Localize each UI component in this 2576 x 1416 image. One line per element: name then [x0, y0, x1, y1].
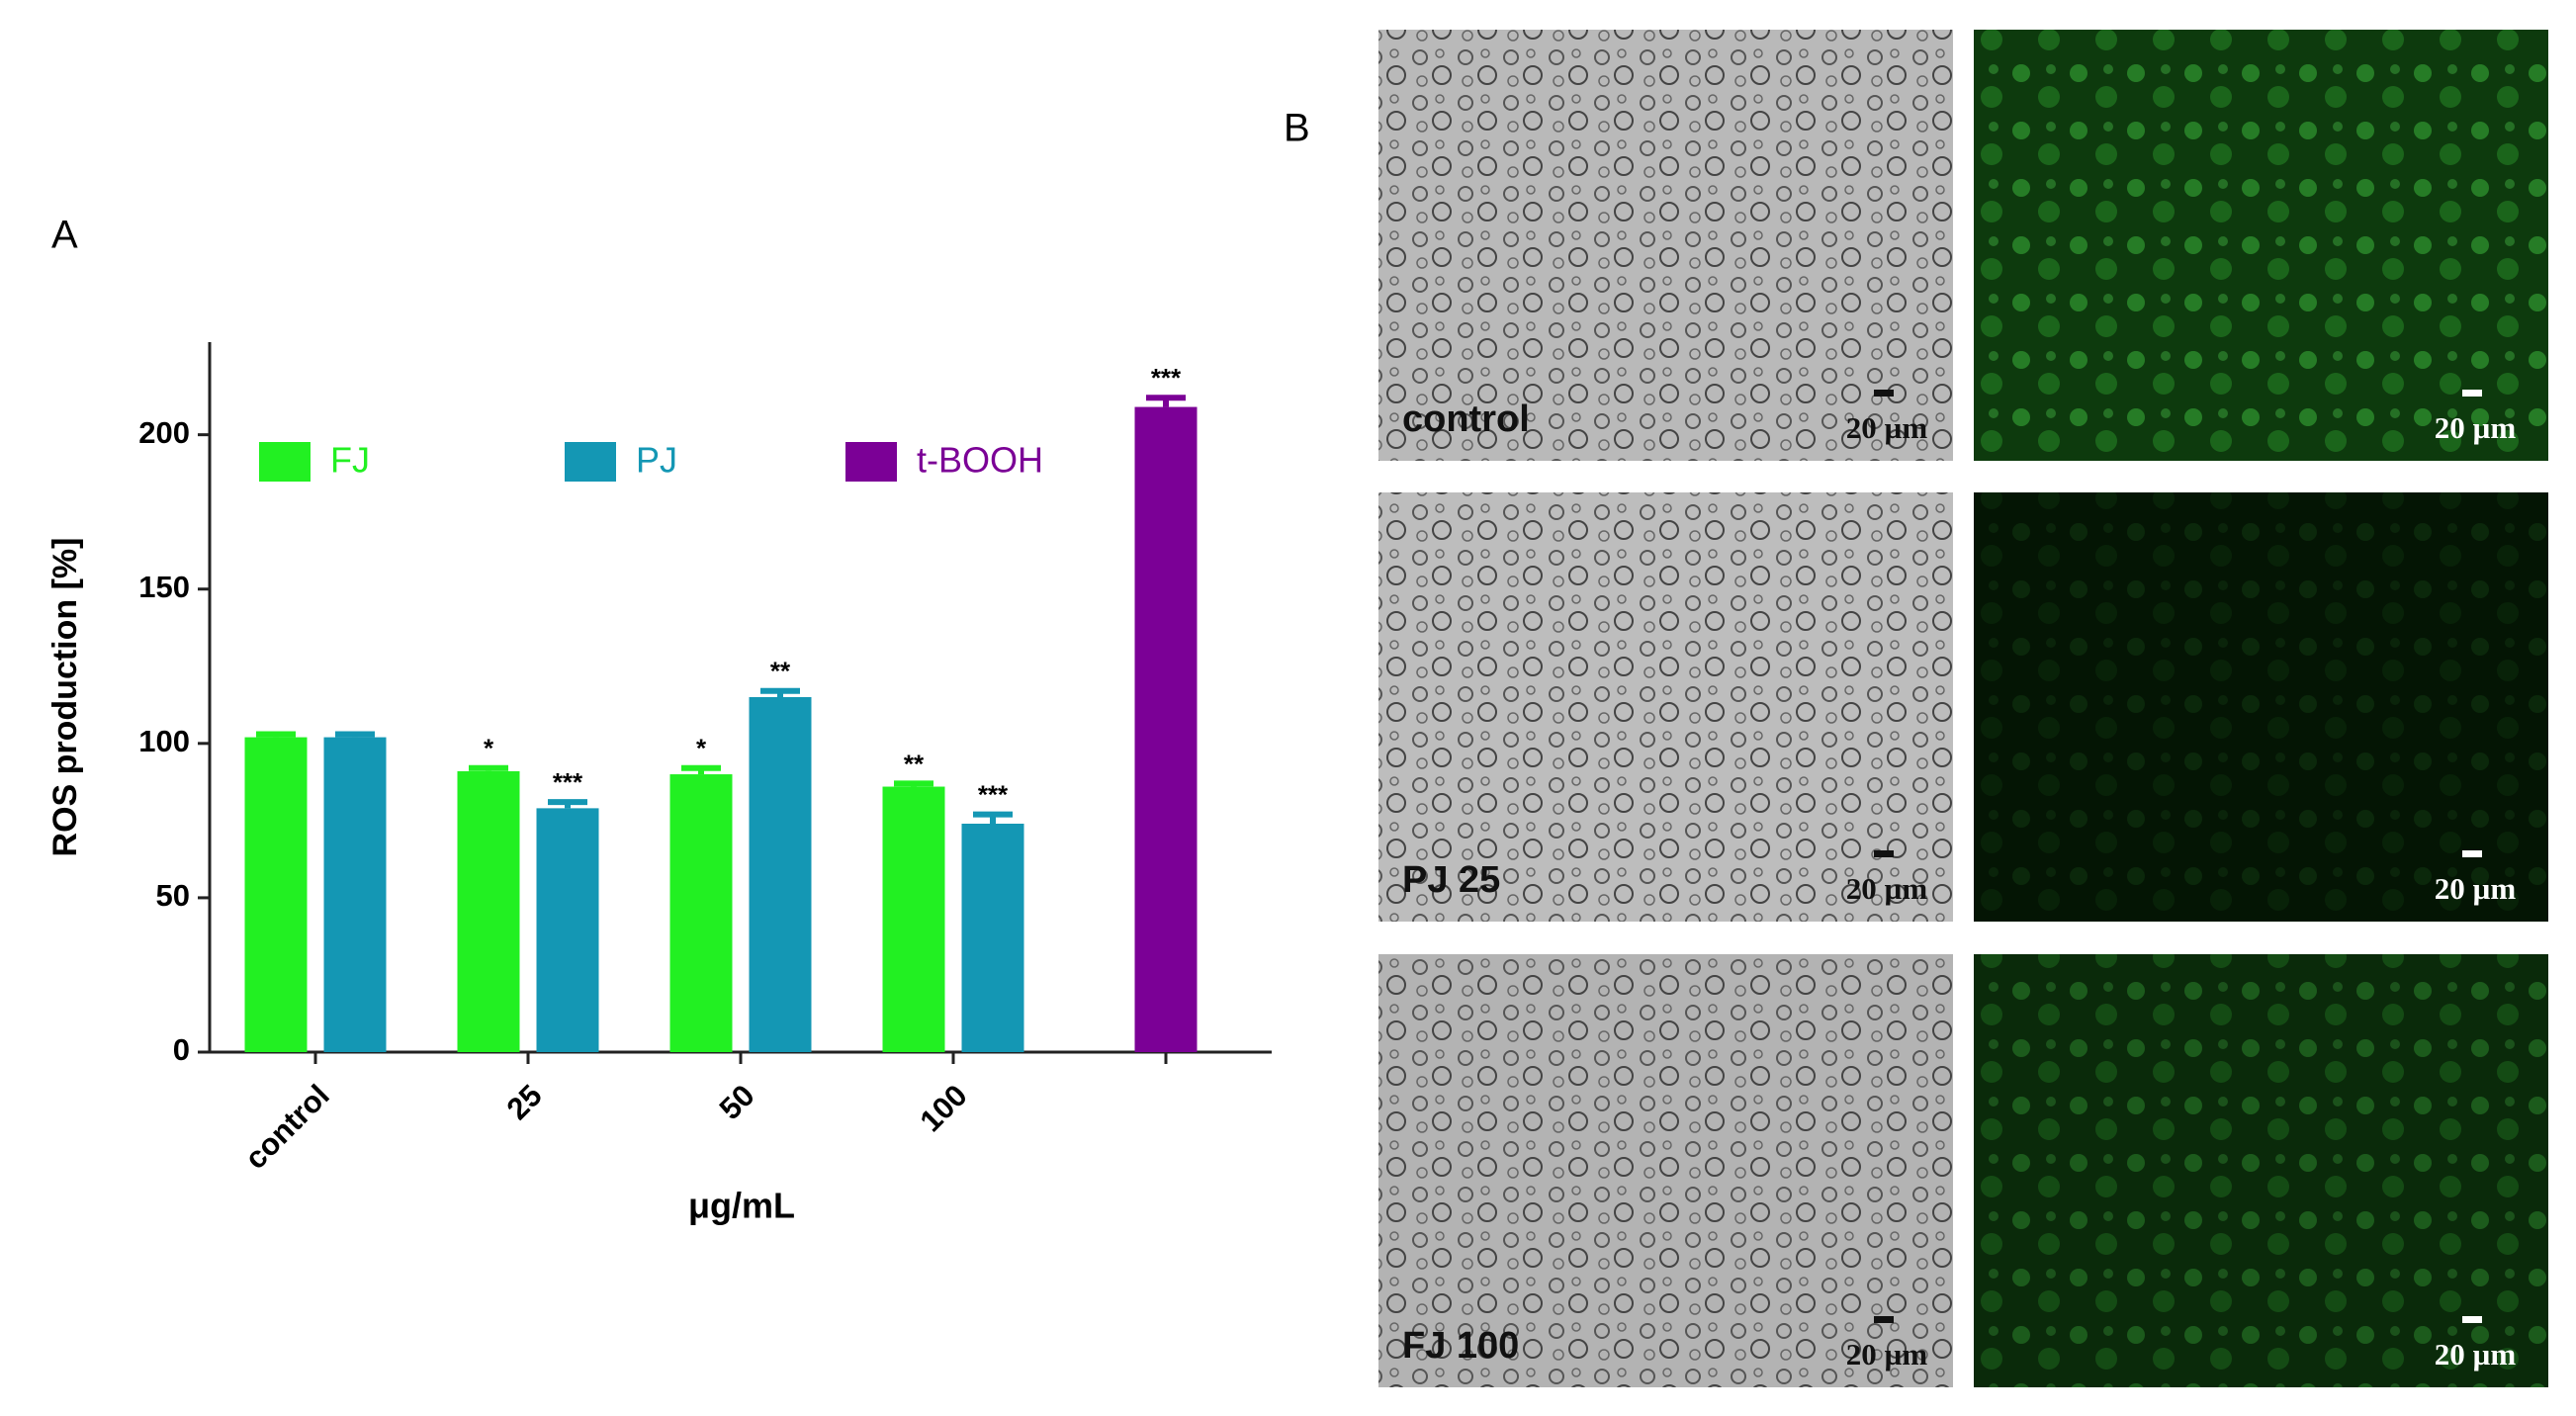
significance-label: *: [484, 734, 494, 763]
significance-label: ***: [553, 767, 583, 797]
significance-label: ***: [1151, 363, 1182, 393]
scale-label: 20 µm: [2435, 871, 2517, 906]
bar: [1134, 406, 1198, 1052]
error-bar: [681, 764, 721, 775]
legend-swatch: [845, 442, 897, 482]
bar: [323, 737, 387, 1052]
fluorescence-cells: [1974, 30, 2548, 461]
bar: [961, 823, 1024, 1052]
image-label: PJ 25: [1402, 859, 1500, 901]
scale-bar: [1874, 1316, 1894, 1323]
brightfield-cells: [1378, 30, 1953, 461]
error-bar: [548, 799, 587, 809]
image-label: FJ 100: [1402, 1325, 1519, 1367]
significance-label: **: [770, 657, 791, 686]
error-bar: [256, 731, 296, 738]
bar: [669, 774, 733, 1052]
significance-label: ***: [978, 780, 1009, 810]
legend-label: PJ: [636, 440, 677, 481]
error-bar: [760, 687, 800, 697]
y-axis-label: ROS production [%]: [46, 538, 84, 857]
error-bar: [973, 811, 1013, 824]
bar: [882, 786, 945, 1052]
brightfield-cells: [1378, 954, 1953, 1387]
y-tick-label: 200: [138, 415, 190, 450]
x-tick-label: control: [238, 1078, 336, 1176]
bar: [749, 697, 812, 1052]
x-tick-label: 100: [913, 1078, 973, 1138]
legend-label: t-BOOH: [917, 440, 1043, 481]
significance-label: *: [696, 734, 707, 763]
image-label: control: [1402, 398, 1530, 440]
x-axis-label: μg/mL: [688, 1186, 795, 1226]
micrographs: [1378, 30, 2548, 1387]
scale-label: 20 µm: [1846, 871, 1928, 906]
scale-label: 20 µm: [1846, 1337, 1928, 1372]
significance-label: **: [904, 749, 925, 778]
panel-label: B: [1284, 107, 1310, 150]
bar: [244, 737, 308, 1052]
y-tick-label: 50: [156, 878, 190, 913]
bar: [457, 770, 520, 1052]
fluorescence-cells: [1974, 954, 2548, 1387]
legend-label: FJ: [330, 440, 370, 481]
x-tick-label: 50: [713, 1078, 761, 1126]
y-tick-label: 150: [138, 570, 190, 604]
legend-swatch: [259, 442, 311, 482]
error-bar: [335, 731, 375, 738]
scale-label: 20 µm: [2435, 410, 2517, 445]
error-bar: [469, 764, 508, 771]
scale-bar: [1874, 850, 1894, 857]
y-tick-label: 0: [173, 1032, 190, 1067]
scale-bar: [2462, 390, 2482, 397]
fluorescence-cells: [1974, 492, 2548, 922]
error-bar: [894, 780, 933, 787]
scale-bar: [2462, 1316, 2482, 1323]
scale-bar: [2462, 850, 2482, 857]
bar: [536, 808, 599, 1052]
scale-bar: [1874, 390, 1894, 397]
scale-label: 20 µm: [1846, 410, 1928, 445]
legend-swatch: [565, 442, 616, 482]
x-tick-label: 25: [500, 1078, 549, 1126]
scale-label: 20 µm: [2435, 1337, 2517, 1372]
y-tick-label: 100: [138, 724, 190, 758]
brightfield-cells: [1378, 492, 1953, 922]
error-bar: [1146, 395, 1186, 407]
panel-label: A: [51, 214, 78, 257]
